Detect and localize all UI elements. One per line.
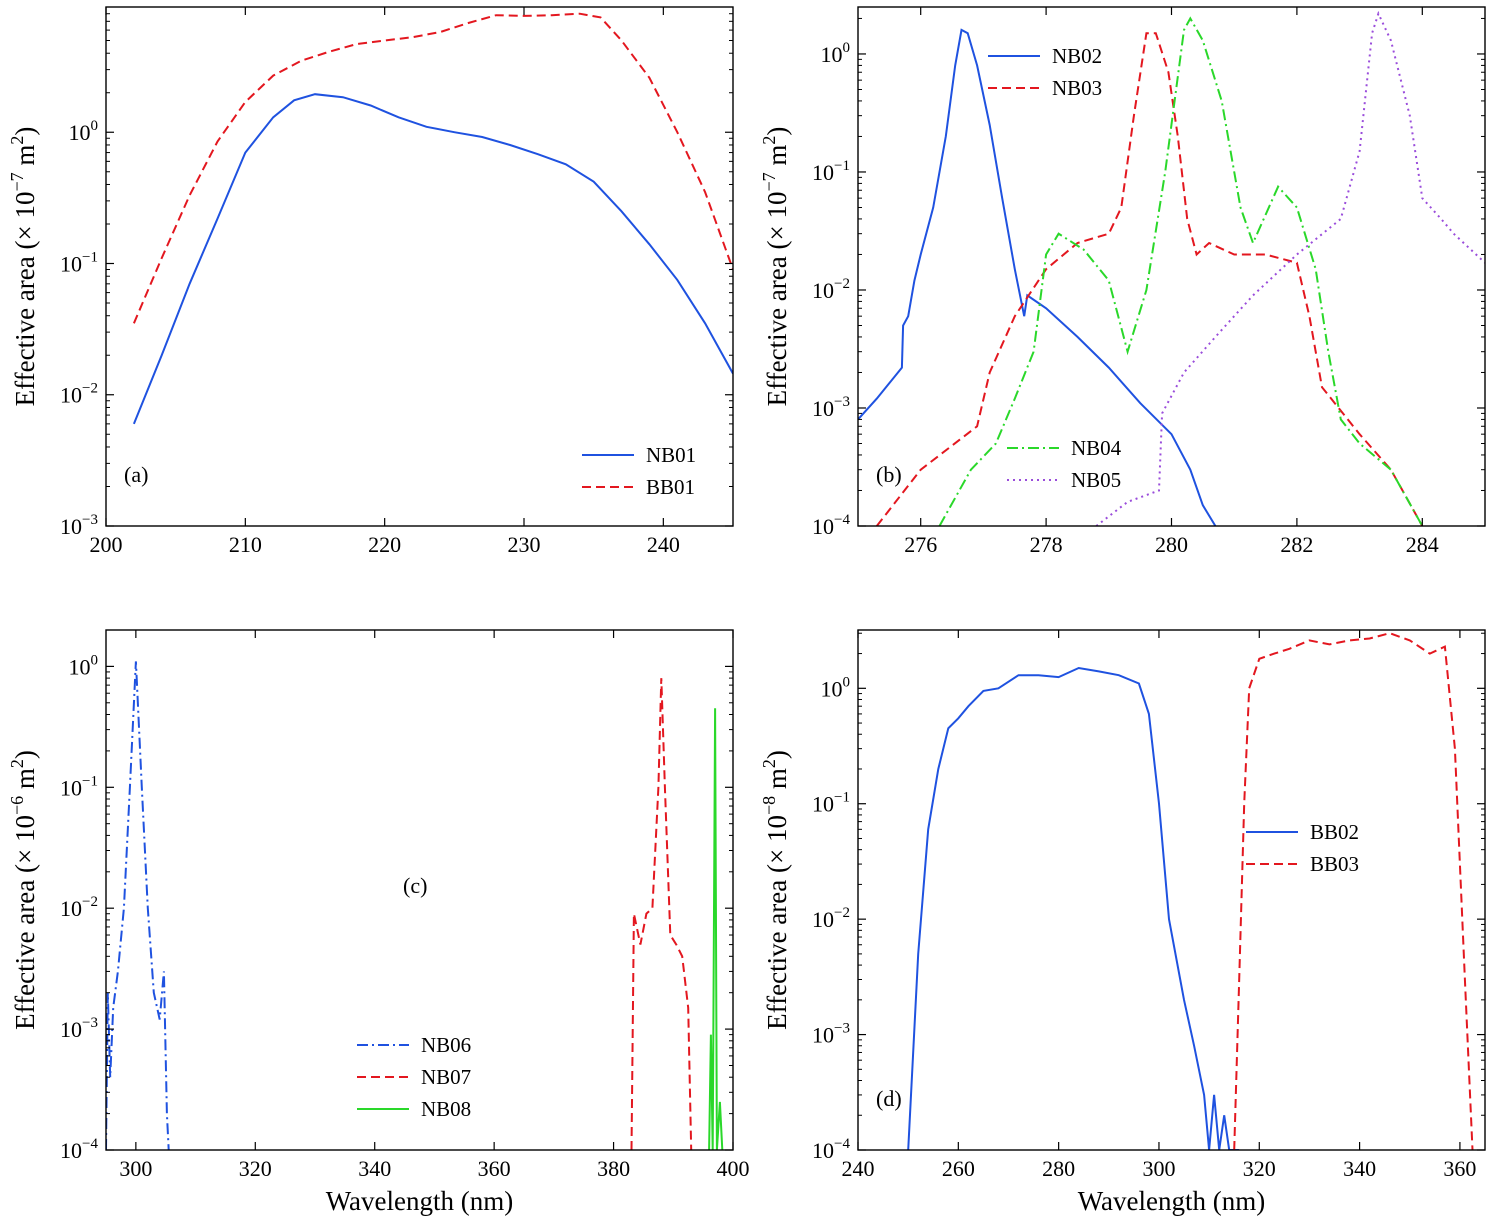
series-BB02 <box>907 666 1240 1150</box>
legend-label-NB02: NB02 <box>1052 44 1102 68</box>
series-NB08 <box>708 708 724 1150</box>
y-tick-label: 10−2 <box>60 894 98 921</box>
x-tick-label: 300 <box>1142 1156 1175 1181</box>
panel-label: (c) <box>403 873 427 898</box>
x-tick-label: 282 <box>1280 532 1313 557</box>
series-NB07 <box>630 678 693 1150</box>
x-axis-title: Wavelength (nm) <box>1078 1186 1266 1216</box>
panel-c: 300 320 340 360 380 400 10−4 10−3 10−2 10−1 100 Eff… <box>7 629 750 1216</box>
panel-a: 200 210 220 230 24010−310−210−1100Effective … <box>7 6 734 557</box>
legend-label-NB01: NB01 <box>646 443 696 467</box>
legend-label-BB01: BB01 <box>646 475 695 499</box>
y-tick-label: 10−1 <box>60 773 98 800</box>
y-axis-title: Effective area (× 10−6 m2) <box>7 750 40 1030</box>
y-tick-label: 100 <box>821 674 851 701</box>
panel-label: (a) <box>124 462 148 487</box>
x-tick-label: 230 <box>508 532 541 557</box>
x-tick-label: 260 <box>942 1156 975 1181</box>
x-tick-label: 340 <box>358 1156 391 1181</box>
y-tick-label: 100 <box>69 118 99 145</box>
series-BB03 <box>1233 632 1474 1150</box>
panel-label: (b) <box>876 462 902 487</box>
y-tick-label: 100 <box>821 40 851 67</box>
series-NB02 <box>858 28 1217 526</box>
y-tick-label: 10−1 <box>812 790 850 817</box>
y-tick-label: 10−2 <box>812 276 850 303</box>
x-tick-label: 360 <box>1443 1156 1476 1181</box>
y-tick-label: 100 <box>69 652 99 679</box>
y-tick-label: 10−4 <box>812 512 850 539</box>
axes-frame <box>857 629 1486 1151</box>
x-tick-label: 240 <box>842 1156 875 1181</box>
legend-label-BB02: BB02 <box>1310 820 1359 844</box>
legend-label-NB04: NB04 <box>1071 436 1122 460</box>
x-axis-title: Wavelength (nm) <box>326 1186 514 1216</box>
x-tick-label: 276 <box>904 532 937 557</box>
legend-label-NB08: NB08 <box>421 1097 471 1121</box>
x-tick-label: 320 <box>1243 1156 1276 1181</box>
series-BB01 <box>132 12 733 324</box>
series-NB01 <box>132 93 733 425</box>
series-NB03 <box>876 32 1424 526</box>
x-tick-label: 200 <box>90 532 123 557</box>
x-tick-label: 340 <box>1343 1156 1376 1181</box>
y-tick-label: 10−3 <box>60 1015 98 1042</box>
x-tick-label: 280 <box>1155 532 1188 557</box>
series-NB04 <box>938 16 1424 526</box>
y-tick-label: 10−2 <box>60 381 98 408</box>
y-axis-title: Effective area (× 10−7 m2) <box>7 127 40 407</box>
y-axis-title: Effective area (× 10−8 m2) <box>759 750 792 1030</box>
panel-b: 276 278 280 282 284 10−4 10−3 10−2 10−1 100 Effect… <box>759 6 1486 557</box>
series-NB05 <box>1095 10 1485 526</box>
x-tick-label: 220 <box>368 532 401 557</box>
legend-label-NB03: NB03 <box>1052 76 1102 100</box>
x-tick-label: 284 <box>1406 532 1439 557</box>
x-tick-label: 280 <box>1042 1156 1075 1181</box>
y-axis-title: Effective area (× 10−7 m2) <box>759 127 792 407</box>
y-tick-label: 10−4 <box>60 1136 98 1163</box>
axes-frame <box>105 6 734 527</box>
x-tick-label: 320 <box>239 1156 272 1181</box>
legend-label-BB03: BB03 <box>1310 852 1359 876</box>
legend-label-NB05: NB05 <box>1071 468 1121 492</box>
x-tick-label: 210 <box>229 532 262 557</box>
y-tick-label: 10−1 <box>812 158 850 185</box>
legend-label-NB06: NB06 <box>421 1033 471 1057</box>
x-tick-label: 300 <box>119 1156 152 1181</box>
x-tick-label: 240 <box>647 532 680 557</box>
y-tick-label: 10−1 <box>60 249 98 276</box>
x-tick-label: 380 <box>597 1156 630 1181</box>
y-tick-label: 10−3 <box>812 1021 850 1048</box>
legend-label-NB07: NB07 <box>421 1065 471 1089</box>
axes-frame <box>105 629 734 1151</box>
y-tick-label: 10−3 <box>812 394 850 421</box>
series-NB06 <box>106 661 170 1150</box>
x-tick-label: 278 <box>1030 532 1063 557</box>
panel-label: (d) <box>876 1086 902 1111</box>
x-tick-label: 360 <box>478 1156 511 1181</box>
panel-d: 240 260 280 300 320 340 36010−410−310−210−1100… <box>759 629 1486 1216</box>
x-tick-label: 400 <box>717 1156 750 1181</box>
y-tick-label: 10−2 <box>812 905 850 932</box>
